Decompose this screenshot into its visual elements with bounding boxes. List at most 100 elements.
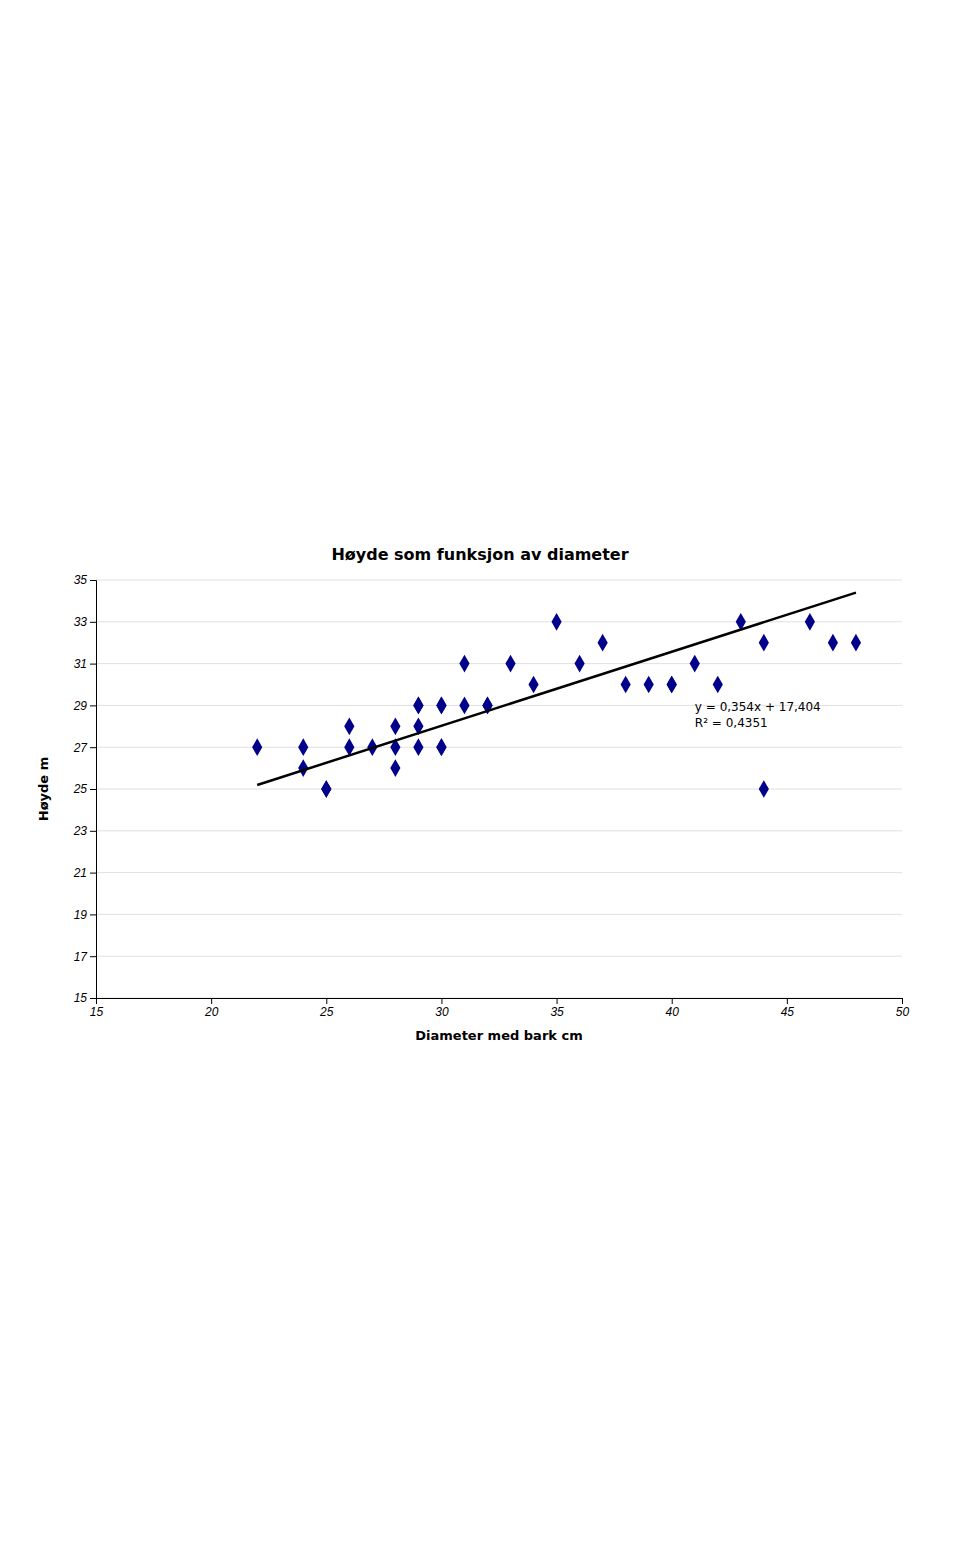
x-tick-label: 20 bbox=[204, 1005, 219, 1019]
x-tick-mark bbox=[557, 998, 558, 1004]
scatter-point bbox=[344, 717, 354, 735]
x-tick-label: 15 bbox=[90, 1005, 104, 1019]
x-axis-line bbox=[97, 999, 903, 1005]
x-tick: 40 bbox=[666, 998, 680, 1019]
y-tick: 23 bbox=[73, 824, 96, 838]
y-tick-label: 19 bbox=[74, 908, 88, 922]
x-tick-mark bbox=[902, 998, 903, 1004]
scatter-point bbox=[436, 738, 446, 756]
x-tick-mark bbox=[787, 998, 788, 1004]
scatter-point bbox=[436, 738, 446, 756]
annotation-text: y = 0,354x + 17,404 bbox=[695, 700, 821, 714]
scatter-point bbox=[713, 676, 723, 694]
scatter-point bbox=[505, 655, 515, 673]
y-grid-line bbox=[96, 914, 902, 915]
x-tick: 50 bbox=[896, 998, 910, 1019]
y-tick-label: 31 bbox=[74, 657, 87, 671]
y-grid-line bbox=[96, 747, 902, 748]
y-tick-mark bbox=[90, 914, 96, 915]
x-axis-title: Diameter med bark cm bbox=[415, 1028, 582, 1043]
x-tick-label: 45 bbox=[781, 1005, 795, 1019]
x-tick-mark bbox=[211, 998, 212, 1004]
y-axis: 1517192123252729313335 bbox=[73, 573, 97, 1005]
scatter-point bbox=[851, 634, 861, 652]
scatter-point bbox=[390, 717, 400, 735]
y-tick-mark bbox=[90, 873, 96, 874]
x-tick: 25 bbox=[319, 998, 334, 1019]
y-tick-label: 33 bbox=[74, 615, 88, 629]
plot-area: 15202530354045501517192123252729313335y … bbox=[73, 573, 910, 1018]
y-grid-line bbox=[96, 580, 902, 581]
scatter-point bbox=[644, 676, 654, 694]
y-tick-label: 17 bbox=[74, 950, 89, 964]
y-tick-mark bbox=[90, 622, 96, 623]
scatter-point bbox=[759, 780, 769, 798]
scatter-point bbox=[459, 697, 469, 715]
y-tick-label: 25 bbox=[73, 782, 88, 796]
y-tick-label: 15 bbox=[74, 991, 88, 1005]
grid bbox=[96, 580, 902, 998]
scatter-point bbox=[390, 759, 400, 777]
x-tick-label: 40 bbox=[666, 1005, 680, 1019]
y-axis-title: Høyde m bbox=[36, 757, 51, 821]
y-tick: 27 bbox=[73, 741, 96, 755]
y-tick: 35 bbox=[74, 573, 96, 587]
x-axis: 15 20 25 30 35 40 45 50 bbox=[90, 998, 910, 1019]
y-grid-line bbox=[96, 872, 902, 873]
scatter-point bbox=[575, 655, 585, 673]
scatter-point bbox=[551, 613, 561, 631]
annotation: y = 0,354x + 17,404 R² = 0,4351 bbox=[695, 700, 821, 730]
scatter-point bbox=[690, 655, 700, 673]
scatter-point bbox=[805, 613, 815, 631]
y-axis-line bbox=[90, 581, 97, 999]
scatter-point bbox=[252, 738, 262, 756]
scatter-point bbox=[298, 738, 308, 756]
y-tick: 33 bbox=[74, 615, 96, 629]
y-tick-mark bbox=[90, 998, 96, 999]
y-grid-line bbox=[96, 789, 902, 790]
scatter-point bbox=[459, 655, 469, 673]
scatter-point bbox=[413, 738, 423, 756]
trend-line bbox=[257, 593, 856, 785]
annotation-text: R² = 0,4351 bbox=[695, 716, 768, 730]
scatter-point bbox=[759, 634, 769, 652]
y-grid-line bbox=[96, 621, 902, 622]
y-tick: 15 bbox=[74, 991, 96, 1005]
y-tick-mark bbox=[90, 580, 96, 581]
scatter-point bbox=[436, 697, 446, 715]
scatter-point bbox=[321, 780, 331, 798]
x-tick: 35 bbox=[550, 998, 564, 1019]
scatter-point bbox=[667, 676, 677, 694]
y-tick-mark bbox=[90, 831, 96, 832]
x-tick: 30 bbox=[435, 998, 449, 1019]
y-grid-line bbox=[96, 663, 902, 664]
marks bbox=[252, 593, 861, 798]
y-tick: 19 bbox=[74, 908, 96, 922]
x-tick-mark bbox=[672, 998, 673, 1004]
x-tick: 20 bbox=[204, 998, 219, 1019]
y-tick-mark bbox=[90, 747, 96, 748]
y-tick: 29 bbox=[73, 699, 96, 713]
scatter-point bbox=[321, 780, 331, 798]
y-tick-label: 35 bbox=[74, 573, 88, 587]
y-tick-mark bbox=[90, 664, 96, 665]
y-tick-mark bbox=[90, 705, 96, 706]
scatter-point bbox=[621, 676, 631, 694]
x-tick: 45 bbox=[781, 998, 795, 1019]
y-tick-mark bbox=[90, 789, 96, 790]
y-grid-line bbox=[96, 956, 902, 957]
y-tick: 25 bbox=[73, 782, 96, 796]
x-tick-label: 30 bbox=[435, 1005, 449, 1019]
x-tick-mark bbox=[441, 998, 442, 1004]
x-tick-label: 50 bbox=[896, 1005, 910, 1019]
scatter-point bbox=[667, 676, 677, 694]
scatter-point bbox=[828, 634, 838, 652]
y-tick: 31 bbox=[74, 657, 96, 671]
scatter-point bbox=[413, 697, 423, 715]
y-grid-line bbox=[96, 830, 902, 831]
y-tick-mark bbox=[90, 956, 96, 957]
chart: 15202530354045501517192123252729313335y … bbox=[0, 0, 960, 1547]
y-tick-label: 29 bbox=[73, 699, 88, 713]
y-tick-label: 23 bbox=[73, 824, 88, 838]
scatter-point bbox=[598, 634, 608, 652]
